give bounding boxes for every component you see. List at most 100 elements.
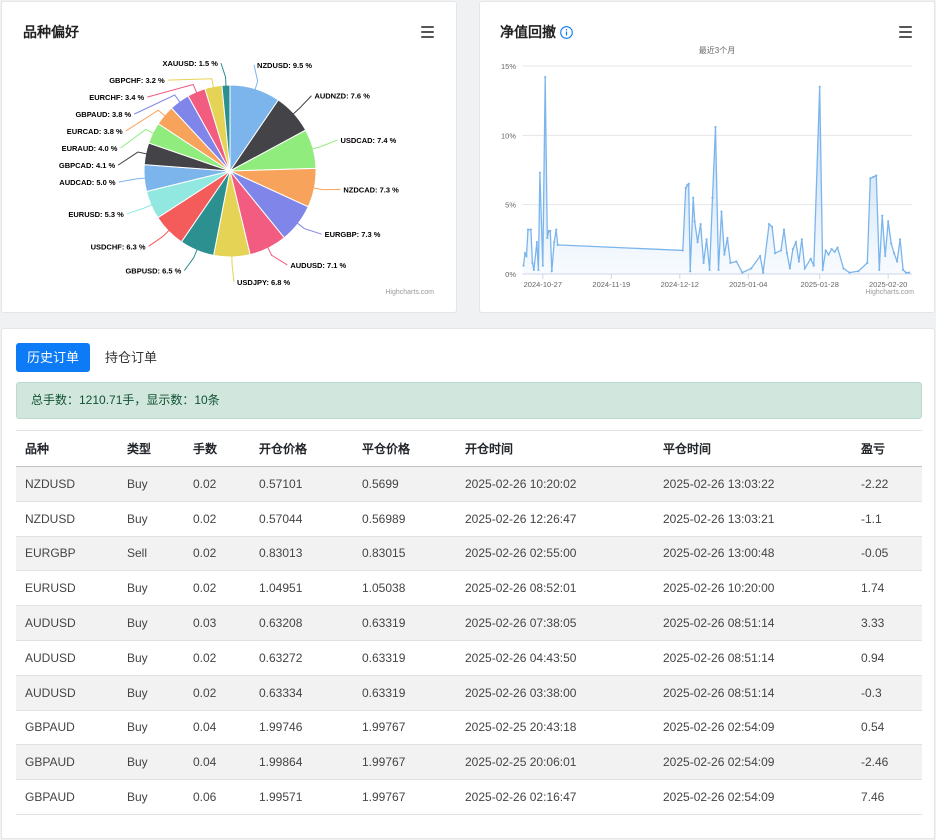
pie-credits[interactable]: Highcharts.com [385,289,434,296]
drawdown-point [785,252,789,255]
table-cell: 2025-02-26 10:20:00 [654,570,852,607]
pie-connector [312,187,341,191]
drawdown-point [759,254,762,258]
drawdown-point [791,247,795,251]
table-cell: -0.05 [852,536,922,572]
table-cell: 0.54 [852,710,922,746]
drawdown-point [550,270,553,273]
pie-connector [117,151,148,166]
drawdown-point [788,267,792,270]
drawdown-point [531,261,534,265]
info-circle-icon[interactable] [560,26,573,42]
column-header: 开仓价格 [250,430,353,467]
drawdown-point [546,236,549,240]
tab-history-orders[interactable]: 历史订单 [16,343,91,372]
table-cell: Buy [118,640,184,676]
pie-data-label: NZDCAD: 7.3 % [343,186,399,195]
column-header: 开仓时间 [456,430,654,467]
column-header: 手数 [184,430,250,467]
table-cell: 1.05038 [353,570,456,607]
table-row: EURGBP Sell 0.02 0.83013 0.83015 2025-02-26 0… [16,536,922,572]
table-cell: 0.83013 [250,536,353,572]
drawdown-point [720,210,723,213]
pie-data-label: XAUUSD: 1.5 % [162,59,218,68]
drawdown-point [726,236,729,240]
table-cell: 0.04 [184,710,250,746]
drawdown-point [893,252,896,255]
pie-data-label: GBPAUD: 3.8 % [75,110,131,119]
table-cell: Buy [118,466,184,502]
table-cell: 2025-02-26 13:00:48 [654,536,852,572]
drawdown-area-chart: 最近3个月 0% 5% 10% 15% 2024-10-27 2024-11-19 2024-… [501,45,912,289]
table-cell: 0.03 [184,605,250,641]
table-cell: 0.57101 [250,466,353,502]
drawdown-point [705,238,708,241]
orders-summary: 总手数：1210.71手，显示数：10条 [16,382,922,419]
table-row: AUDUSD Buy 0.02 0.63272 0.63319 2025-02-26 04… [16,640,922,676]
drawdown-point [762,271,765,274]
drawdown-point [529,228,533,231]
table-cell: 0.63272 [250,640,353,676]
table-cell: GBPAUD [16,779,118,815]
table-cell: 2025-02-26 08:52:01 [456,570,654,607]
drawdown-point [522,264,525,267]
pie-connector [266,246,288,266]
drawdown-point [687,182,690,185]
table-cell: -2.22 [852,466,922,502]
drawdown-title-text: 净值回撤 [500,24,556,40]
drawdown-point [696,241,699,244]
pie-data-label: EURUSD: 5.3 % [68,210,124,219]
column-header: 盈亏 [852,430,922,467]
drawdown-point [767,222,771,226]
drawdown-point [555,228,558,231]
drawdown-point [523,252,527,255]
table-cell: 2025-02-26 12:26:47 [456,501,654,537]
table-cell: 1.99746 [250,710,353,746]
drawdown-point [898,238,902,241]
pie-data-label: AUDCAD: 5.0 % [59,178,116,187]
column-header: 平仓时间 [654,430,852,467]
table-cell: 1.99864 [250,744,353,781]
drawdown-point [537,268,540,271]
drawdown-point [803,267,806,270]
drawdown-point [681,249,684,252]
column-header: 品种 [16,430,118,467]
table-cell: 0.94 [852,640,922,676]
drawdown-point [723,253,726,256]
table-cell: 7.46 [852,779,922,815]
drawdown-card: 净值回撤 最近3个月 0% 5% 10% 15% 2024-10-27 2024-11-19… [479,1,935,313]
pie-connector [147,83,198,98]
x-tick-label: 2025-01-04 [729,280,767,289]
orders-table-body: NZDUSD Buy 0.02 0.57101 0.5699 2025-02-26 10:… [16,466,922,815]
drawdown-point [830,247,833,251]
drawdown-point [842,267,845,270]
pie-connector [118,177,147,183]
drawdown-point [549,229,552,233]
drawdown-point [708,268,711,271]
drawdown-point [818,85,821,88]
table-cell: 2025-02-26 08:51:14 [654,675,852,711]
table-cell: 0.56989 [353,501,456,537]
tab-open-orders[interactable]: 持仓订单 [105,350,158,365]
table-cell: 2025-02-26 08:51:14 [654,605,852,641]
drawdown-point [901,268,905,271]
drawdown-point [812,264,815,267]
hamburger-menu-icon[interactable] [899,26,912,38]
drawdown-point [887,220,890,223]
table-cell: 0.04 [184,744,250,781]
table-cell: 0.02 [184,675,250,711]
drawdown-point [869,177,872,180]
pie-data-label: AUDNZD: 7.6 % [314,92,370,101]
pie-connector [133,94,181,115]
drawdown-point [532,268,536,271]
drawdown-point [729,261,732,265]
pie-connector [292,95,312,116]
hamburger-menu-icon[interactable] [421,26,434,38]
drawdown-point [833,250,836,253]
table-cell: 1.99571 [250,779,353,815]
drawdown-credits[interactable]: Highcharts.com [865,289,914,296]
pie-connector [183,248,199,271]
pie-connector [231,254,235,282]
table-cell: 1.99767 [353,744,456,781]
table-cell: 1.99767 [353,710,456,746]
